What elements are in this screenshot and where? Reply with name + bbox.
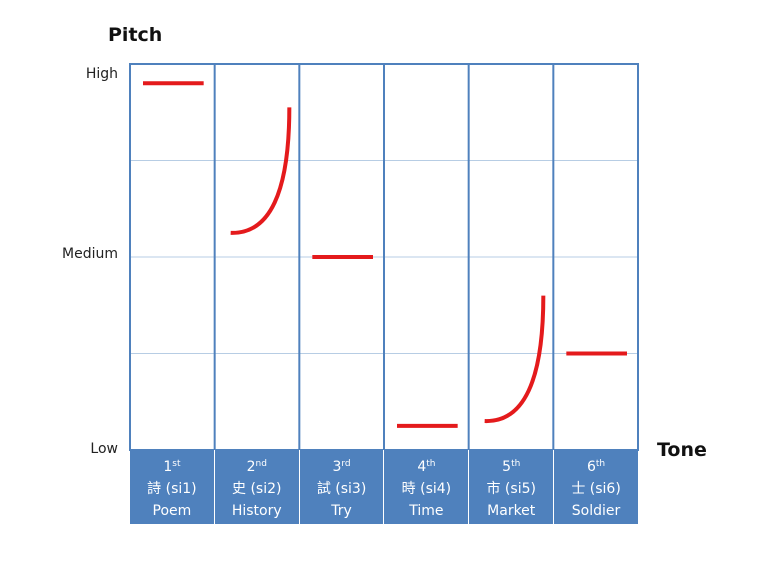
tone-meaning: Try (331, 502, 352, 519)
tone-character: 詩 (si1) (147, 480, 197, 497)
tone-axis-title: Tone (657, 439, 707, 461)
tone-header-1: 1st 詩 (si1) Poem (130, 450, 215, 524)
tone-character: 市 (si5) (486, 480, 536, 497)
tone-ordinal-number: 3 (332, 458, 342, 475)
y-tick-high: High (85, 66, 118, 82)
tone-header-2: 2nd 史 (si2) History (215, 450, 300, 524)
tone-5-contour (484, 295, 546, 424)
tone-meaning: Time (409, 502, 444, 519)
pitch-axis-title: Pitch (108, 24, 163, 46)
tone-ordinal-number: 4 (417, 458, 427, 475)
tone-meaning: Market (487, 502, 536, 519)
tone-ordinal-number: 2 (246, 458, 256, 475)
tone-ordinal-number: 5 (502, 458, 512, 475)
tone-character: 史 (si2) (232, 480, 282, 497)
tone-header-4: 4th 時 (si4) Time (384, 450, 470, 524)
tone-ordinal: 6th (587, 453, 605, 478)
tone-ordinal-number: 6 (586, 458, 596, 475)
tone-ordinal: 2nd (247, 453, 267, 478)
tone-ordinal-number: 1 (163, 458, 173, 475)
tone-header-3: 3rd 試 (si3) Try (300, 450, 385, 524)
tone-header-6: 6th 士 (si6) Soldier (554, 450, 638, 524)
tone-character: 時 (si4) (401, 480, 452, 497)
tone-ordinal: 3rd (332, 453, 350, 478)
tone-header-5: 5th 市 (si5) Market (469, 450, 555, 524)
tone-ordinal: 5th (502, 453, 520, 478)
tone-ordinal-suffix: rd (341, 458, 351, 469)
tone-ordinal-suffix: th (511, 458, 521, 469)
tone-ordinal-suffix: st (172, 458, 181, 469)
tone-ordinal-suffix: th (595, 458, 606, 469)
tone-ordinal-suffix: th (426, 458, 436, 469)
tone-ordinal-suffix: nd (255, 458, 267, 469)
y-tick-low: Low (90, 441, 118, 457)
tone-ordinal: 1st (163, 453, 180, 478)
tone-header-row: 1st 詩 (si1) Poem 2nd 史 (si2) History 3rd 試 (si3… (130, 450, 638, 524)
tone-meaning: History (231, 502, 282, 519)
tone-meaning: Poem (152, 502, 192, 519)
tone-meaning: Soldier (571, 502, 621, 519)
tone-ordinal: 4th (417, 453, 435, 478)
tone-2-contour (230, 107, 292, 235)
tone-character: 試 (si3) (316, 480, 367, 497)
y-tick-medium: Medium (62, 246, 118, 262)
tone-character: 士 (si6) (571, 480, 621, 497)
